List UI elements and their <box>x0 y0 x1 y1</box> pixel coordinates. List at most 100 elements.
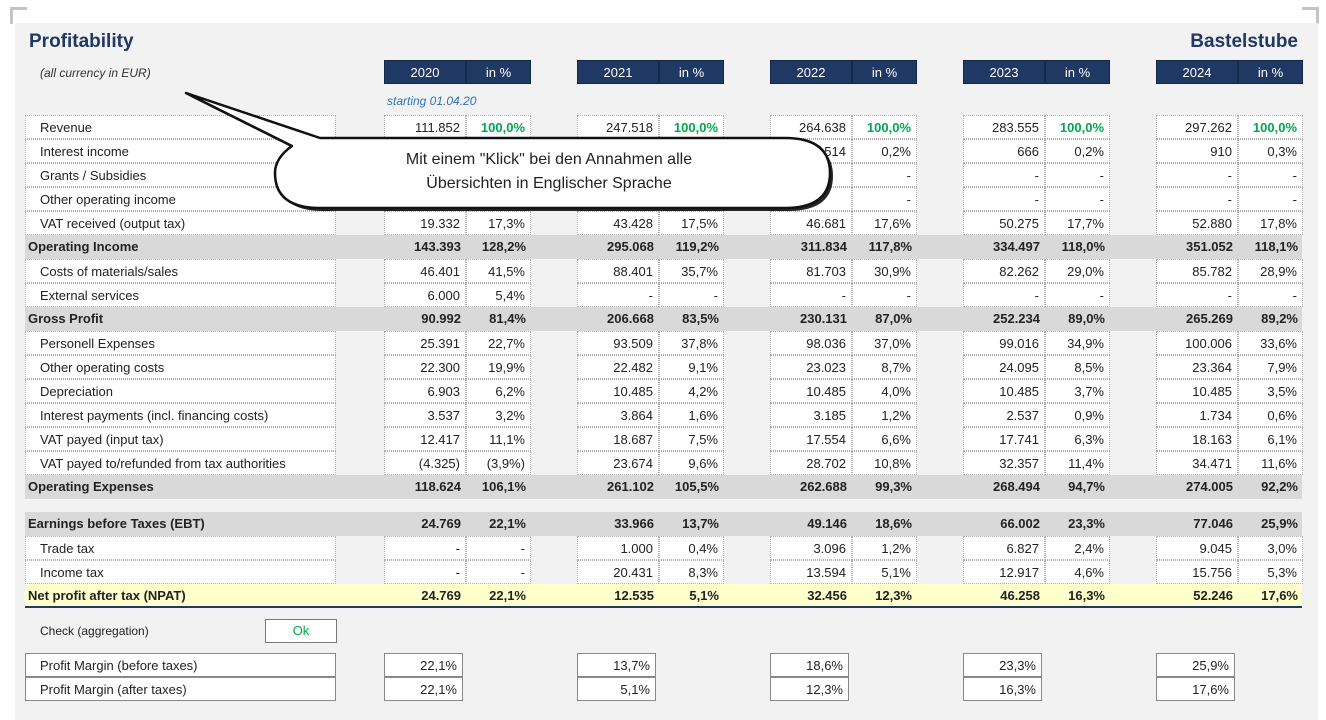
percent-cell: 0,2% <box>1045 139 1110 163</box>
value-cell: 77.046 <box>1193 516 1233 531</box>
value-cell: - <box>963 187 1045 211</box>
percent-cell: 12,3% <box>875 588 912 603</box>
percent-cell: 22,1% <box>489 516 526 531</box>
pct-header-0: in % <box>466 60 531 84</box>
value-cell: 265.269 <box>1186 311 1233 326</box>
value-cell: 247.518 <box>577 115 659 139</box>
value-cell: 15.756 <box>1156 560 1238 584</box>
value-cell: - <box>963 163 1045 187</box>
value-cell: 23.364 <box>1156 355 1238 379</box>
currency-note: (all currency in EUR) <box>40 66 151 80</box>
value-cell: - <box>577 283 659 307</box>
row-label: Net profit after tax (NPAT) <box>28 588 186 603</box>
percent-cell: 1,6% <box>659 403 724 427</box>
percent-cell: 23,3% <box>1068 516 1105 531</box>
value-cell: 66.002 <box>1000 516 1040 531</box>
percent-cell: 4,2% <box>659 379 724 403</box>
row-label: Interest payments (incl. financing costs… <box>25 403 336 427</box>
row-label: Operating Expenses <box>28 479 154 494</box>
value-cell: - <box>1156 187 1238 211</box>
pct-header-2: in % <box>852 60 917 84</box>
percent-cell: 8,5% <box>1045 355 1110 379</box>
percent-cell: 1,2% <box>852 403 917 427</box>
percent-cell: 0,2% <box>852 139 917 163</box>
percent-cell: 17,6% <box>1261 588 1298 603</box>
value-cell: 46.681 <box>770 211 852 235</box>
start-date-note: starting 01.04.20 <box>387 94 477 108</box>
value-cell: 88.401 <box>577 259 659 283</box>
value-cell: 10.485 <box>577 379 659 403</box>
percent-cell: 41,5% <box>466 259 531 283</box>
percent-cell: 3,0% <box>1238 536 1303 560</box>
value-cell: - <box>1156 163 1238 187</box>
percent-cell: 17,7% <box>1045 211 1110 235</box>
percent-cell: 128,2% <box>481 239 526 254</box>
value-cell: 24.769 <box>421 588 461 603</box>
year-header-3: 2023 <box>963 60 1045 84</box>
value-cell: 6.903 <box>384 379 466 403</box>
value-cell: 10.485 <box>1156 379 1238 403</box>
percent-cell: 33,6% <box>1238 331 1303 355</box>
percent-cell: 5,4% <box>466 283 531 307</box>
value-cell: 311.834 <box>800 239 847 254</box>
percent-cell: 22,1% <box>489 588 526 603</box>
percent-cell: - <box>466 560 531 584</box>
value-cell: 100.006 <box>1156 331 1238 355</box>
value-cell: 9.045 <box>1156 536 1238 560</box>
value-cell: 19.332 <box>384 211 466 235</box>
percent-cell: 92,2% <box>1261 479 1298 494</box>
value-cell: 12.417 <box>384 427 466 451</box>
value-cell: - <box>963 283 1045 307</box>
value-cell: 297.262 <box>1156 115 1238 139</box>
percent-cell: 7,5% <box>659 427 724 451</box>
percent-cell: 11,1% <box>466 427 531 451</box>
value-cell: 261.102 <box>607 479 654 494</box>
value-cell: 1.000 <box>577 536 659 560</box>
value-cell: - <box>384 560 466 584</box>
row-label: VAT payed to/refunded from tax authoriti… <box>25 451 336 475</box>
value-cell: 18.687 <box>577 427 659 451</box>
percent-cell: 1,2% <box>852 536 917 560</box>
row-band <box>25 512 1302 536</box>
percent-cell: 17,6% <box>852 211 917 235</box>
value-cell: 1.734 <box>1156 403 1238 427</box>
percent-cell: 5,3% <box>1238 560 1303 584</box>
value-cell: 6.000 <box>384 283 466 307</box>
value-cell: 49.146 <box>807 516 847 531</box>
value-cell: 20.431 <box>577 560 659 584</box>
margin-cell: 22,1% <box>384 653 463 677</box>
value-cell: 3.537 <box>384 403 466 427</box>
percent-cell: 8,7% <box>852 355 917 379</box>
percent-cell: 3,2% <box>466 403 531 427</box>
value-cell: 52.246 <box>1193 588 1233 603</box>
percent-cell: 99,3% <box>875 479 912 494</box>
margin-cell: 5,1% <box>577 677 656 701</box>
value-cell: 81.703 <box>770 259 852 283</box>
check-label: Check (aggregation) <box>40 624 149 638</box>
value-cell: 24.769 <box>421 516 461 531</box>
percent-cell: 89,2% <box>1261 311 1298 326</box>
row-band <box>25 584 1302 608</box>
value-cell: 23.023 <box>770 355 852 379</box>
value-cell: 22.300 <box>384 355 466 379</box>
value-cell: 32.357 <box>963 451 1045 475</box>
percent-cell: 18,6% <box>875 516 912 531</box>
row-band <box>25 235 1302 259</box>
value-cell: 268.494 <box>993 479 1040 494</box>
percent-cell: 8,3% <box>659 560 724 584</box>
percent-cell: 25,9% <box>1261 516 1298 531</box>
value-cell: 111.852 <box>384 115 466 139</box>
percent-cell: 6,3% <box>1045 427 1110 451</box>
percent-cell: 100,0% <box>1045 115 1110 139</box>
percent-cell: - <box>466 536 531 560</box>
value-cell: 99.016 <box>963 331 1045 355</box>
company-name: Bastelstube <box>1190 31 1298 52</box>
percent-cell: 9,1% <box>659 355 724 379</box>
row-band <box>25 307 1302 331</box>
percent-cell: 0,6% <box>1238 403 1303 427</box>
value-cell: 85.782 <box>1156 259 1238 283</box>
percent-cell: - <box>852 187 917 211</box>
value-cell: 10.485 <box>963 379 1045 403</box>
value-cell: - <box>384 536 466 560</box>
callout-text: Mit einem "Klick" bei den Annahmen alle … <box>290 148 808 196</box>
